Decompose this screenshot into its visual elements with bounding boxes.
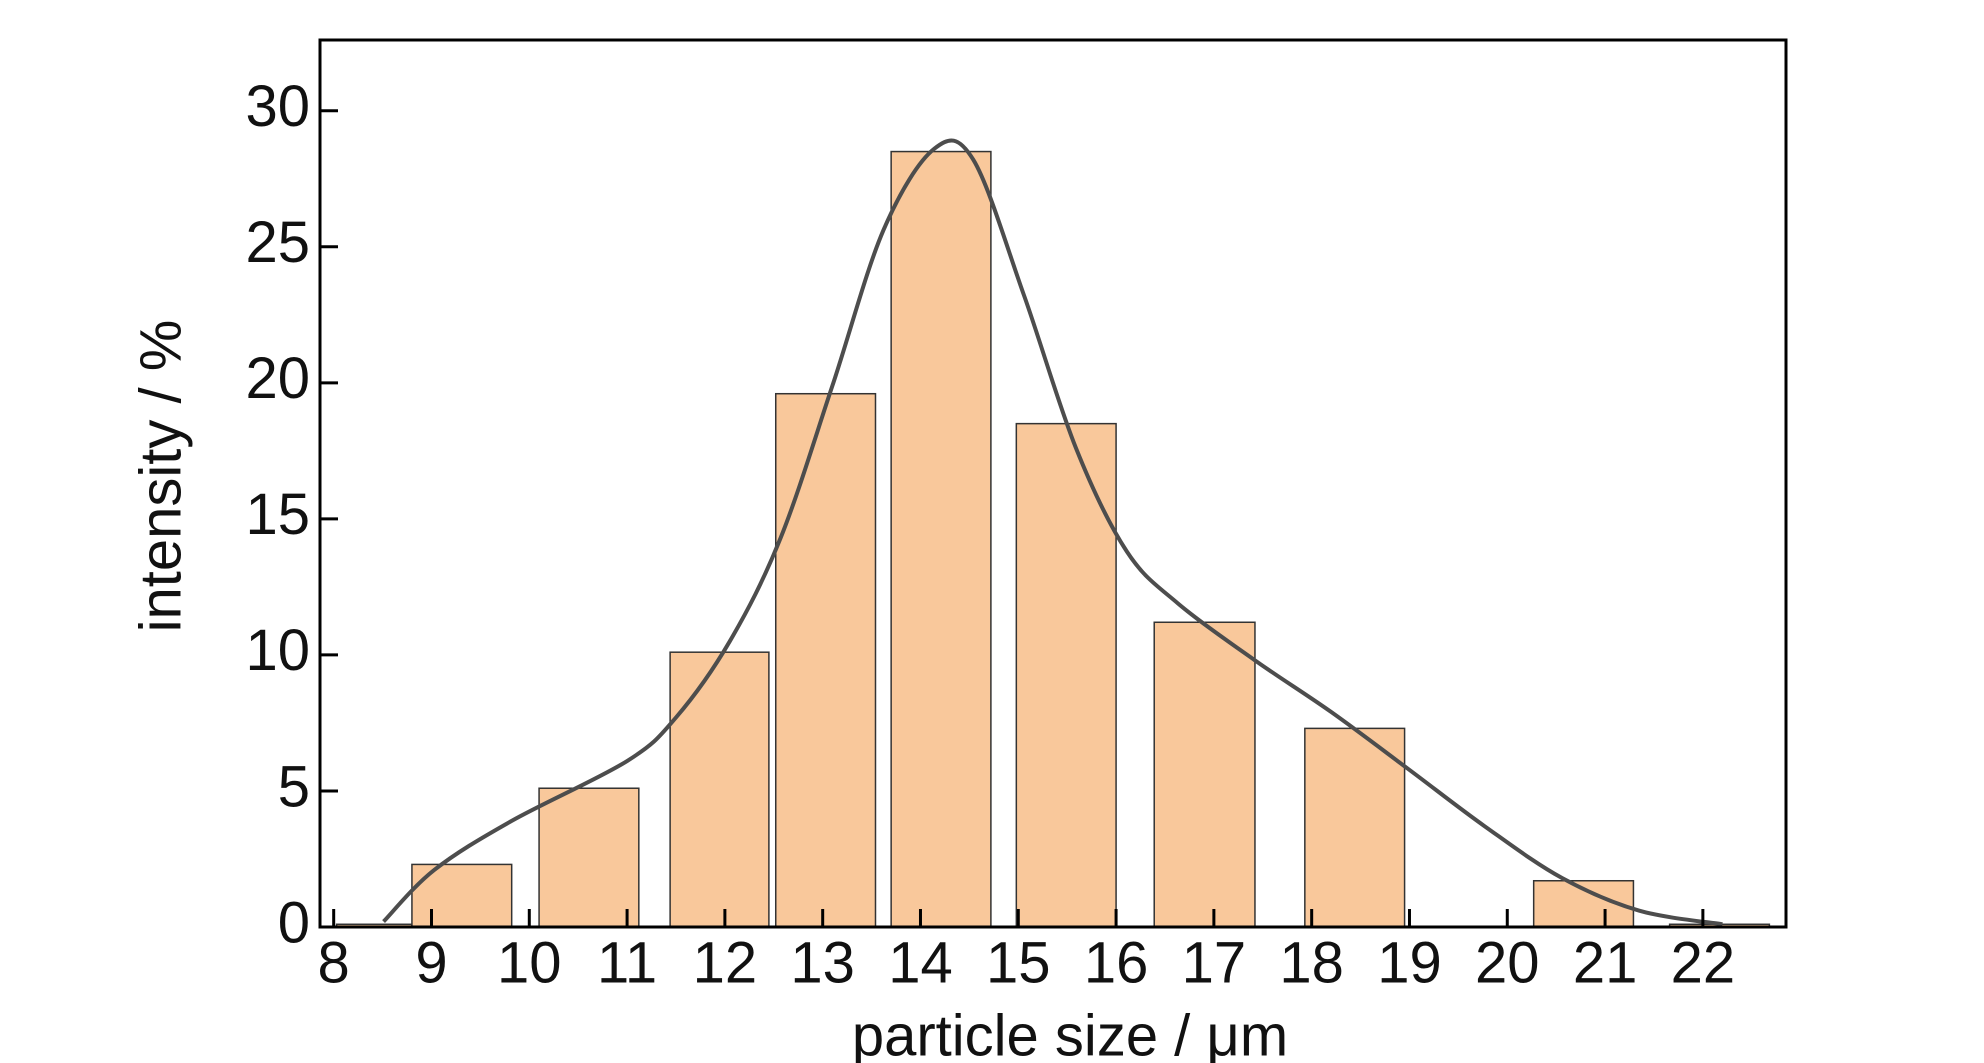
bar: [669, 651, 770, 928]
fit-curve: [382, 138, 1723, 927]
x-tick-label: 8: [318, 930, 350, 995]
x-tick-label: 18: [1279, 930, 1344, 995]
plot-frame: [318, 38, 1788, 929]
y-tick-label: 30: [245, 74, 310, 139]
x-tick-label: 17: [1182, 930, 1247, 995]
x-tick-label: 15: [986, 930, 1051, 995]
x-tick-label: 12: [693, 930, 758, 995]
x-tick-label: 14: [888, 930, 953, 995]
x-tick-label: 9: [415, 930, 447, 995]
x-tick-label: 10: [497, 930, 562, 995]
x-tick-label: 20: [1475, 930, 1540, 995]
y-tick-label: 5: [278, 754, 310, 819]
x-tick-label: 19: [1377, 930, 1442, 995]
bar: [890, 150, 992, 928]
x-tick-label: 22: [1671, 930, 1736, 995]
x-axis-label: particle size / μm: [852, 1003, 1288, 1063]
bar: [538, 787, 640, 928]
x-tick-label: 11: [597, 930, 657, 995]
y-tick-label: 10: [245, 618, 310, 683]
bar: [1304, 727, 1406, 928]
y-axis-label: intensity / %: [128, 320, 193, 633]
y-tick-label: 0: [278, 890, 310, 955]
x-tick-label: 21: [1573, 930, 1638, 995]
bar: [1015, 422, 1117, 928]
y-tick-label: 15: [245, 482, 310, 547]
y-tick-label: 20: [245, 346, 310, 411]
x-tick-label: 13: [790, 930, 855, 995]
x-tick-label: 16: [1084, 930, 1149, 995]
bar: [1153, 621, 1256, 928]
y-tick-label: 25: [245, 210, 310, 275]
bar: [774, 392, 877, 928]
